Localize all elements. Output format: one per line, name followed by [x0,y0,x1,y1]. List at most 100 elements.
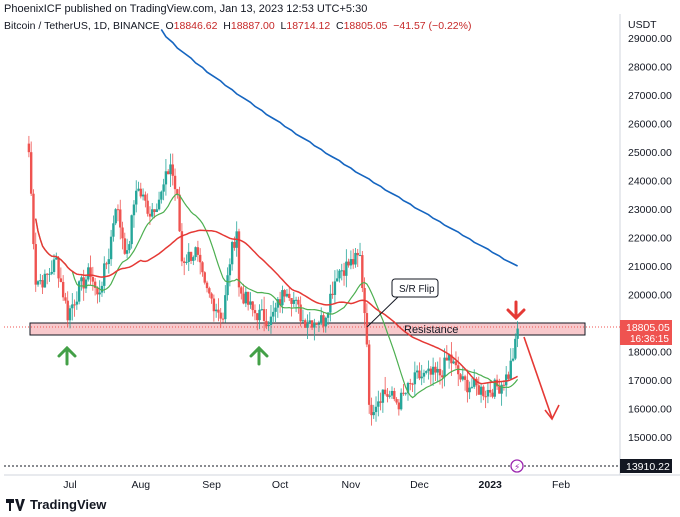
candle-body [420,376,423,379]
candle-body [317,323,321,325]
candle-body [208,288,211,294]
candle-body [450,354,453,364]
candle-body [370,404,373,416]
ohlc-change: −41.57 (−0.22%) [393,20,472,32]
candle-body [41,280,44,288]
tradingview-logo[interactable]: TradingView [6,497,106,512]
candle-body [32,193,35,245]
candle-body [210,293,213,299]
candle-body [326,312,330,318]
candle-body [374,406,378,413]
candle-body [144,194,147,201]
candle-body [45,273,49,275]
ma-mid-line [34,218,518,385]
candle-body [452,361,455,364]
candle-body [114,209,117,224]
candle-body [80,277,83,282]
candle-body [119,209,122,228]
candle-body [226,275,229,296]
candle-body [251,301,254,311]
price-axis[interactable]: 29000.00 28000.00 27000.00 26000.00 25000.00… [628,33,672,444]
candle-body [278,299,282,306]
candle-body [230,242,234,265]
candle-body [256,313,259,321]
candle-body [116,209,120,211]
candle-body [310,320,314,328]
event-marker-icon[interactable] [510,459,524,473]
candle-body [112,223,115,237]
candle-body [105,263,108,265]
candle-body [160,191,163,200]
candle-body [240,287,243,294]
candle-body [125,250,129,254]
candle-body [260,309,264,311]
ohlc-low: 18714.12 [286,20,331,32]
tradingview-logo-icon [6,498,26,511]
candle-body [57,257,60,279]
current-price-tag [620,320,672,345]
candle-body [180,231,184,262]
candle-body [297,299,300,305]
candle-body [479,386,483,395]
candle-body [27,143,31,153]
ma-slow-line [160,28,518,267]
candle-body [377,401,380,407]
candle-body [75,301,79,305]
candle-body [415,370,419,373]
candle-body [436,368,439,373]
candle-body [434,366,437,373]
candle-body [482,386,485,397]
candle-body [55,257,58,260]
candle-body [103,263,106,286]
candle-body [253,310,257,314]
candle-body [274,307,277,312]
candle-body [361,255,364,289]
candle-body [189,251,193,261]
candle-body [262,309,266,321]
candle-body [345,261,348,276]
candle-body [308,320,311,324]
candle-body [228,264,232,276]
red-down-arrow [506,300,526,321]
candle-body [171,164,174,176]
candle-body [438,368,442,376]
candle-body [498,386,501,394]
candle-body [306,323,309,328]
time-tick-label: Nov [342,479,361,491]
candle-body [246,291,250,305]
green-up-arrow-1 [57,345,77,366]
time-axis[interactable]: Jul Aug Sep Oct Nov Dec 2023 Feb [63,479,570,491]
candle-body [281,290,284,306]
price-tick-label: 28000.00 [628,62,672,74]
sr-flip-pointer [366,295,400,328]
candle-body [406,383,410,394]
candle-body [486,389,490,397]
candle-body [217,309,220,313]
candle-body [340,270,343,272]
publisher-line: PhoenixICF published on TradingView.com,… [4,3,368,15]
candle-body [267,324,270,327]
candle-body [324,317,327,327]
svg-text:⚡: ⚡ [514,463,520,473]
price-tick-label: 29000.00 [628,33,672,45]
price-tick-label: 15000.00 [628,432,672,444]
candle-body [205,282,209,289]
candle-body [219,312,222,319]
candle-body [139,188,142,197]
candle-body [48,273,51,275]
candle-body [418,370,421,379]
candle-body [409,383,412,385]
candle-body [333,281,337,295]
candle-body [365,313,369,345]
candle-body [511,358,515,361]
candle-body [441,375,444,378]
time-tick-label: 2023 [479,479,503,491]
candle-body [470,386,474,388]
candle-body [422,372,426,377]
candle-body [107,259,111,265]
candle-body [468,387,471,393]
candle-body [431,366,435,375]
candle-body [84,279,88,289]
candle-body [89,267,92,278]
